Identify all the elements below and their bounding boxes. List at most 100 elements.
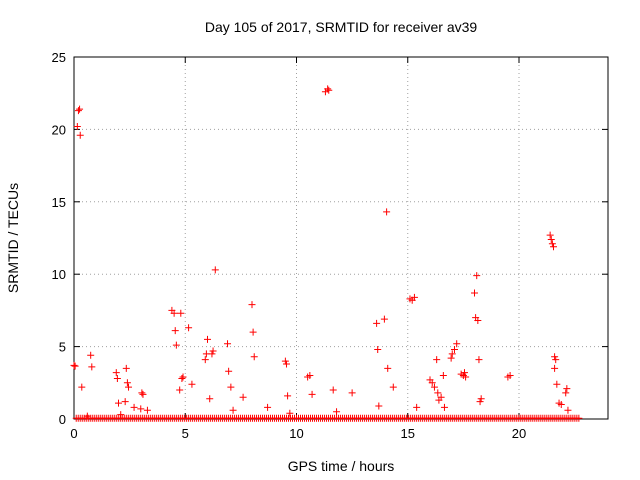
data-point — [130, 403, 138, 411]
data-point — [185, 324, 193, 332]
data-point — [553, 380, 561, 388]
data-point — [139, 390, 147, 398]
data-point — [433, 356, 441, 364]
data-point — [239, 393, 247, 401]
data-point — [281, 357, 289, 365]
data-point — [113, 374, 121, 382]
y-tick-label: 0 — [59, 412, 66, 427]
data-point — [229, 406, 237, 414]
data-point — [117, 411, 125, 419]
data-point — [112, 369, 120, 377]
data-point — [413, 403, 421, 411]
data-point — [549, 243, 557, 251]
data-point — [179, 373, 187, 381]
data-point — [324, 85, 332, 93]
data-point — [329, 386, 337, 394]
data-point — [248, 301, 256, 309]
y-tick-label: 25 — [52, 50, 66, 65]
data-point — [83, 412, 91, 420]
data-point — [410, 293, 418, 301]
data-point — [551, 364, 559, 372]
data-point — [547, 235, 555, 243]
data-point — [430, 383, 438, 391]
data-point — [308, 390, 316, 398]
data-point — [250, 353, 258, 361]
data-point — [178, 374, 186, 382]
data-point — [462, 373, 470, 381]
data-point — [286, 409, 294, 417]
y-tick-label: 10 — [52, 267, 66, 282]
y-tick-label: 20 — [52, 122, 66, 137]
data-point — [325, 86, 333, 94]
data-point — [548, 240, 556, 248]
data-point — [551, 353, 559, 361]
x-tick-label: 15 — [401, 426, 415, 441]
data-point — [282, 360, 290, 368]
data-point — [348, 389, 356, 397]
data-point — [172, 341, 180, 349]
data-point — [76, 131, 84, 139]
data-point — [506, 372, 514, 380]
data-point — [564, 406, 572, 414]
data-point — [115, 399, 122, 407]
data-point — [123, 379, 131, 387]
data-point — [563, 385, 571, 393]
data-point — [546, 231, 554, 239]
data-point — [557, 401, 565, 409]
data-point — [471, 289, 478, 297]
chart-title: Day 105 of 2017, SRMTID for receiver av3… — [205, 19, 478, 35]
data-point — [176, 386, 184, 394]
data-point — [562, 389, 570, 397]
data-point — [204, 335, 211, 343]
data-point — [121, 398, 129, 406]
x-tick-label: 10 — [289, 426, 303, 441]
data-point — [383, 208, 391, 216]
data-point — [450, 345, 458, 353]
data-point — [434, 389, 442, 397]
data-point — [476, 398, 484, 406]
x-tick-label: 0 — [70, 426, 77, 441]
x-axis-label: GPS time / hours — [288, 458, 395, 474]
x-tick-labels: 0 5 10 15 20 — [70, 426, 526, 441]
data-point — [440, 403, 448, 411]
data-point — [453, 340, 461, 348]
data-point — [177, 309, 185, 317]
data-point — [448, 350, 456, 358]
plot-frame — [73, 56, 609, 420]
data-point — [208, 350, 216, 358]
data-point — [380, 315, 388, 323]
data-point — [88, 363, 96, 371]
data-point — [474, 317, 482, 325]
data-point — [375, 402, 383, 410]
axis-ticks — [73, 56, 608, 420]
data-point — [188, 380, 196, 388]
data-point — [552, 356, 560, 364]
data-point — [137, 405, 145, 413]
data-point — [333, 408, 341, 416]
grid — [74, 57, 608, 419]
data-point — [227, 383, 235, 391]
data-point — [460, 369, 468, 377]
data-point — [374, 345, 382, 353]
data-point — [264, 403, 272, 411]
data-point — [475, 356, 483, 364]
data-point — [73, 123, 81, 131]
data-point — [437, 393, 445, 401]
y-tick-label: 5 — [59, 340, 66, 355]
data-point — [249, 328, 257, 336]
data-point — [206, 395, 214, 403]
data-point — [209, 347, 217, 355]
data-point — [87, 351, 95, 359]
data-point — [224, 340, 232, 348]
y-axis-label: SRMTID / TECUs — [5, 183, 21, 293]
data-point — [122, 364, 130, 372]
y-tick-label: 15 — [52, 195, 66, 210]
y-tick-labels: 0 5 10 15 20 25 — [52, 50, 66, 427]
data-point — [389, 383, 397, 391]
data-point — [306, 372, 314, 380]
x-tick-label: 20 — [512, 426, 526, 441]
data-point — [225, 367, 233, 375]
data-points — [70, 85, 583, 422]
data-point — [439, 372, 447, 380]
data-point — [211, 266, 219, 274]
